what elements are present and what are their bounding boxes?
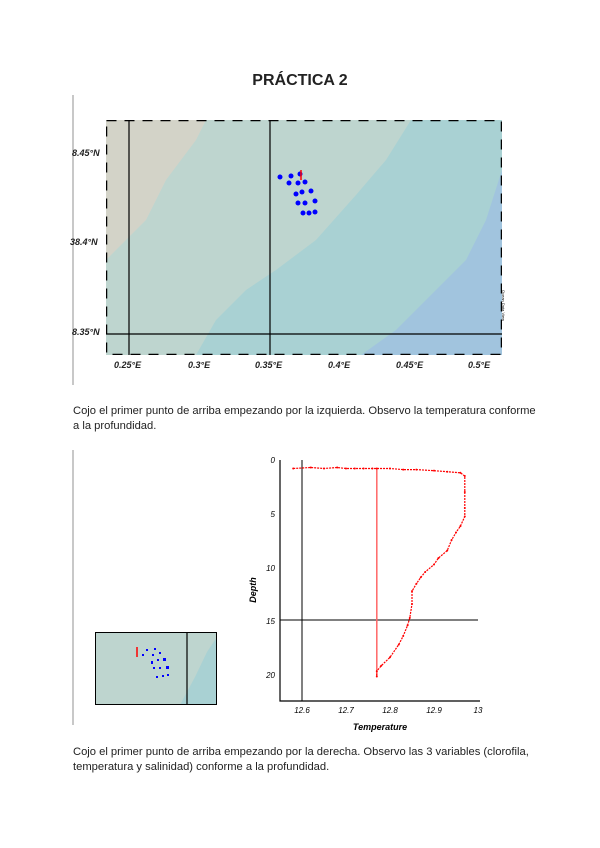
data-point [424,570,427,573]
data-point [353,467,356,470]
lon-label: 0.5°E [468,360,491,370]
x-tick-label: 13 [474,706,483,715]
data-point [345,467,347,470]
data-point [375,670,378,673]
map-frame [105,119,503,356]
axes [279,460,480,702]
station-markers[interactable] [277,171,318,216]
lat-label: 8.35°N [72,327,100,337]
data-point [411,602,413,605]
mini-station-map [95,632,217,705]
mid-depth-area [196,120,502,355]
data-point [459,471,462,474]
data-point [463,474,466,477]
odv-credit: Ocean Data View [501,290,506,322]
data-point [397,643,400,646]
data-point [415,468,418,471]
data-point [323,467,325,470]
data-point [437,557,440,560]
data-point [402,634,405,637]
x-tick-label: 12.6 [294,706,310,715]
data-point [463,515,466,518]
data-point [433,469,435,472]
data-point [411,590,413,593]
y-tick-label: 20 [265,671,275,680]
y-tick-label: 5 [271,510,276,519]
data-point [371,467,374,470]
data-point [433,563,435,566]
x-axis-label: Temperature [353,722,407,732]
data-point [415,582,418,585]
y-axis-label: Depth [248,577,258,603]
lon-label: 0.4°E [328,360,351,370]
page-title: PRÁCTICA 2 [252,72,348,89]
x-tick-label: 12.7 [338,706,354,715]
data-point [292,467,295,470]
lat-label: 8.45°N [72,148,100,158]
data-point [309,466,312,469]
station-map: 8.45°N 38.4°N 8.35°N 0.25°E 0.3°E 0.35°E… [70,119,506,370]
margin-bar [72,450,74,725]
data-point [375,467,378,470]
data-point [336,466,339,469]
data-point [402,468,405,471]
data-point [362,467,365,470]
data-point [459,525,462,528]
data-point [380,664,383,667]
data-point [389,467,391,470]
data-point [419,576,422,579]
temperature-depth-chart: 12.6 12.7 12.8 12.9 13 Temperature 0 5 1… [248,456,483,732]
lon-label: 0.3°E [188,360,211,370]
data-point [450,538,453,541]
x-tick-label: 12.8 [382,706,398,715]
lon-label: 0.45°E [396,360,424,370]
data-point [455,531,457,534]
lat-label: 38.4°N [70,237,98,247]
lon-label: 0.35°E [255,360,283,370]
data-point [389,656,391,659]
x-tick-label: 12.9 [426,706,442,715]
y-tick-label: 10 [266,564,275,573]
y-tick-label: 0 [271,456,276,465]
station-markers[interactable] [142,648,169,678]
data-point [463,506,466,509]
paragraph-2: Cojo el primer punto de arriba empezando… [73,746,529,773]
lon-label: 0.25°E [114,360,142,370]
data-point [375,675,378,678]
deep-area [361,170,502,355]
profile-line [293,466,466,677]
data-point [446,549,449,552]
map-canvas [105,119,503,356]
data-point [406,624,409,627]
data-point [408,616,411,619]
y-tick-label: 15 [266,617,275,626]
paragraph-1: Cojo el primer punto de arriba empezando… [73,405,536,432]
margin-bar [72,95,74,385]
data-point [446,470,449,473]
data-point [463,490,466,493]
